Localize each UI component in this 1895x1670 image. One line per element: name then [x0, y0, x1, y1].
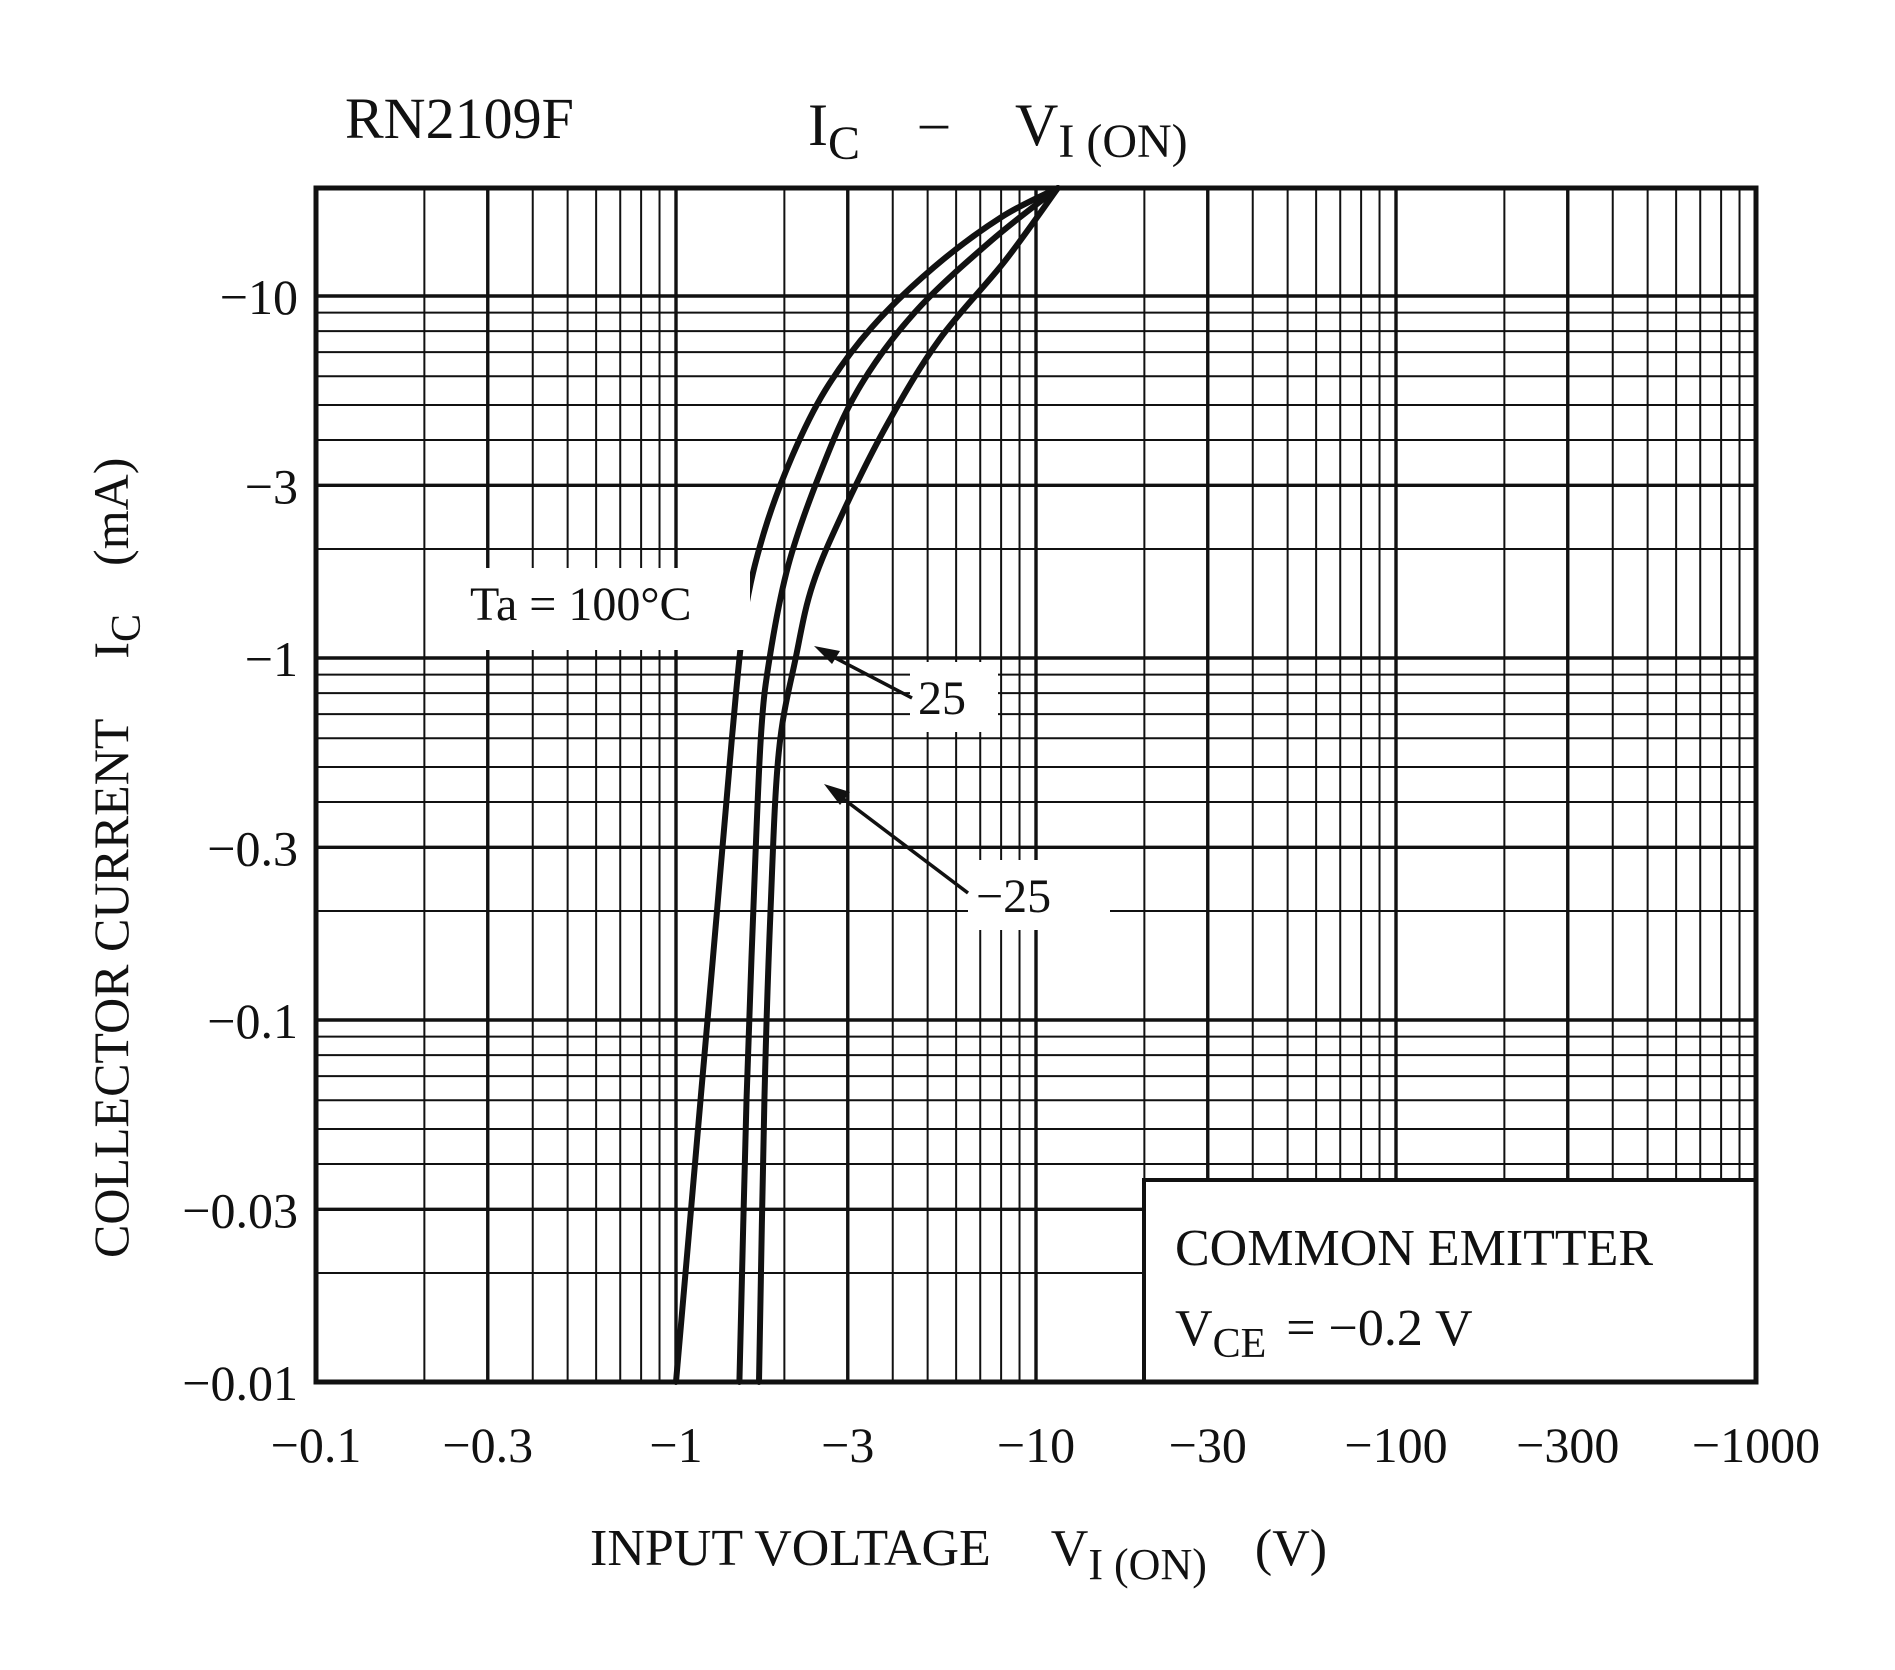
- y-axis-text: COLLECTOR CURRENT: [83, 719, 139, 1258]
- chart-title: IC – VI (ON): [808, 91, 1188, 170]
- chart-part-number: RN2109F: [345, 86, 574, 151]
- x-tick-label: −0.3: [442, 1417, 533, 1473]
- plot-frame: [313, 185, 1759, 1385]
- y-tick-label: −10: [220, 269, 298, 325]
- x-tick-label: −300: [1516, 1417, 1619, 1473]
- y-tick-label: −0.3: [207, 820, 298, 876]
- x-tick-label: −1: [649, 1417, 702, 1473]
- label-25-bg: [910, 662, 998, 732]
- label-25: 25: [918, 672, 966, 725]
- series-line-2: [756, 185, 1061, 1385]
- y-tick-label: −0.01: [182, 1355, 298, 1411]
- x-axis-symbol: V: [1051, 1520, 1089, 1577]
- x-tick-label: −10: [997, 1417, 1075, 1473]
- conditions-common-emitter: COMMON EMITTER: [1175, 1220, 1653, 1277]
- y-tick-label: −1: [245, 631, 298, 687]
- leader-minus-25: [831, 789, 970, 895]
- title-vi-symbol: V: [1015, 92, 1058, 158]
- series-line-1: [736, 185, 1061, 1385]
- curves: [673, 185, 1061, 1385]
- svg-text:VI (ON): VI (ON): [1015, 92, 1188, 168]
- x-tick-label: −100: [1344, 1417, 1447, 1473]
- title-separator: –: [919, 91, 949, 153]
- y-axis-unit: (mA): [83, 458, 139, 566]
- y-tick-labels: −0.01 −0.03 −0.1 −0.3 −1 −3 −10: [182, 269, 298, 1411]
- label-minus-25: −25: [976, 870, 1051, 923]
- conditions-box: [1142, 1178, 1758, 1384]
- arrow-minus-25: [824, 784, 850, 805]
- y-tick-label: −0.03: [182, 1182, 298, 1238]
- conditions-vce: VCE = −0.2 V: [1175, 1300, 1473, 1367]
- svg-text:IC: IC: [808, 92, 860, 170]
- x-axis-symbol-sub: I (ON): [1088, 1540, 1207, 1589]
- x-axis-label: INPUT VOLTAGE VI (ON) (V): [590, 1520, 1327, 1589]
- svg-text:COLLECTOR CURRENTIC(mA): COLLECTOR CURRENT IC (mA): [83, 458, 150, 1258]
- x-tick-label: −30: [1169, 1417, 1247, 1473]
- label-100-bg: [440, 568, 750, 650]
- leader-25: [821, 649, 913, 700]
- x-tick-label: −3: [821, 1417, 874, 1473]
- x-axis-text: INPUT VOLTAGE: [590, 1520, 991, 1577]
- title-vi-subscript: I (ON): [1058, 115, 1187, 168]
- label-ta-100: Ta = 100°C: [470, 578, 692, 631]
- y-axis-symbol-sub: C: [104, 614, 150, 642]
- label-m25-bg: [968, 860, 1110, 930]
- conditions-value: = −0.2 V: [1286, 1300, 1472, 1357]
- y-axis-symbol: I: [83, 642, 139, 659]
- x-axis-unit: (V): [1255, 1520, 1327, 1577]
- conditions-v-symbol: V: [1175, 1300, 1213, 1357]
- title-ic-symbol: I: [808, 92, 828, 158]
- y-tick-label: −0.1: [207, 993, 298, 1049]
- series-line-0: [673, 185, 1061, 1385]
- y-tick-label: −3: [245, 458, 298, 514]
- x-tick-label: −1000: [1692, 1417, 1820, 1473]
- title-ic-subscript: C: [828, 117, 860, 170]
- y-axis-label: COLLECTOR CURRENT IC (mA): [83, 458, 150, 1258]
- conditions-ce-subscript: CE: [1213, 1321, 1267, 1367]
- x-tick-label: −0.1: [271, 1417, 362, 1473]
- arrow-25: [814, 646, 840, 664]
- x-tick-labels: −0.1 −0.3 −1 −3 −10 −30 −100 −300 −1000: [271, 1417, 1820, 1473]
